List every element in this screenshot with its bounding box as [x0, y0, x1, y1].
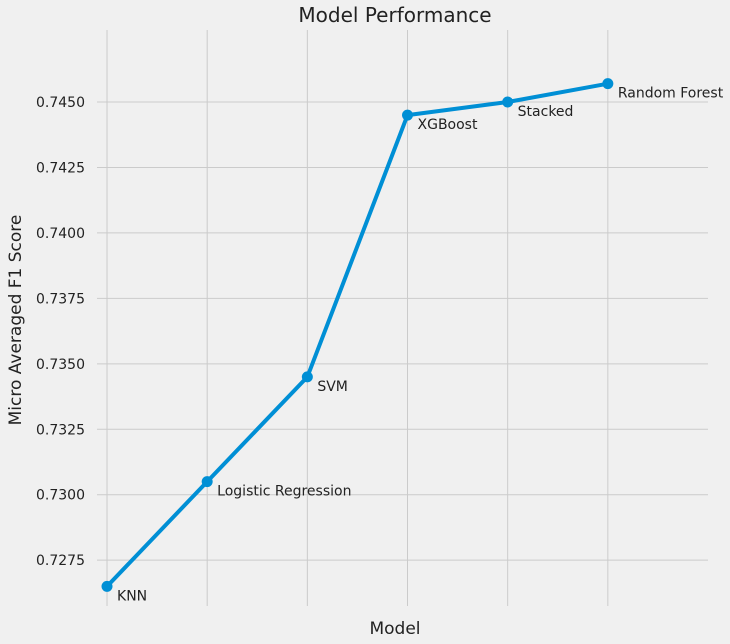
data-label: XGBoost	[418, 117, 478, 133]
data-point	[101, 580, 113, 592]
series	[105, 81, 610, 589]
data-label: SVM	[317, 379, 348, 395]
y-tick-label: 0.7325	[36, 422, 85, 438]
data-label: Random Forest	[618, 86, 724, 102]
data-label: Stacked	[518, 104, 574, 120]
y-axis-ticks: 0.7275 0.7300 0.7325 0.7350 0.7375 0.7400 0.74…	[36, 95, 85, 569]
data-point	[602, 78, 614, 90]
data-points	[101, 78, 614, 592]
y-tick-label: 0.7400	[36, 226, 85, 242]
data-point	[201, 476, 213, 488]
y-tick-label: 0.7350	[36, 357, 85, 373]
data-point	[301, 371, 313, 383]
y-tick-label: 0.7450	[36, 95, 85, 111]
x-axis-label: Model	[369, 619, 420, 639]
data-point	[502, 96, 514, 108]
series-line	[105, 81, 610, 589]
data-label: KNN	[117, 588, 147, 604]
y-tick-label: 0.7425	[36, 160, 85, 176]
y-axis-label: Micro Averaged F1 Score	[6, 215, 26, 426]
y-tick-label: 0.7275	[36, 553, 85, 569]
data-point	[402, 109, 414, 121]
y-tick-label: 0.7300	[36, 488, 85, 504]
y-tick-label: 0.7375	[36, 291, 85, 307]
grid	[97, 30, 708, 606]
data-labels: KNN Logistic Regression SVM XGBoost Stacked R…	[117, 86, 724, 605]
data-label: Logistic Regression	[217, 484, 351, 500]
chart-title: Model Performance	[298, 3, 491, 27]
